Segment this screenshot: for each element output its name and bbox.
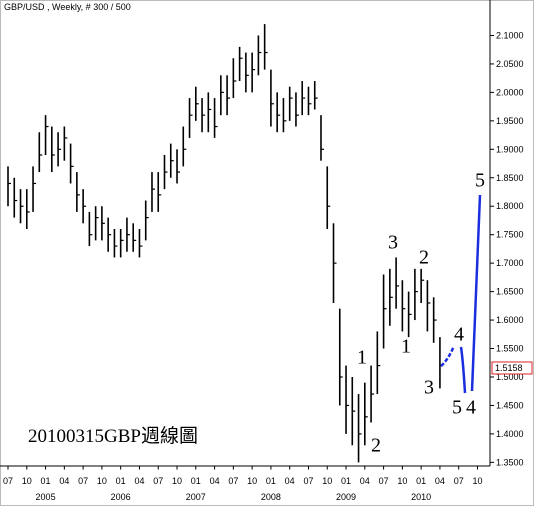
y-tick-label: 1.3500 [496, 457, 524, 467]
wave-label: 1 [357, 347, 367, 369]
projection-up [470, 194, 482, 392]
x-tick-label: 01 [116, 476, 126, 486]
x-tick-label: 04 [59, 476, 69, 486]
projection-down [459, 346, 467, 394]
y-tick-label: 1.7000 [496, 258, 524, 268]
y-tick-label: 1.8000 [496, 201, 524, 211]
projection-dotted [440, 345, 456, 367]
y-tick-label: 1.8500 [496, 173, 524, 183]
x-tick-label: 10 [397, 476, 407, 486]
wave-label: 5 [452, 397, 462, 419]
y-tick-label: 1.4000 [496, 429, 524, 439]
x-tick-label: 04 [360, 476, 370, 486]
x-tick-label: 07 [228, 476, 238, 486]
year-label: 2006 [111, 492, 131, 502]
x-tick-label: 04 [134, 476, 144, 486]
chart-title: GBP/USD , Weekly, # 300 / 500 [4, 2, 131, 12]
x-tick-label: 07 [153, 476, 163, 486]
x-tick-label: 07 [303, 476, 313, 486]
y-tick-label: 1.4500 [496, 400, 524, 410]
x-tick-label: 07 [78, 476, 88, 486]
year-label: 2010 [411, 492, 431, 502]
x-tick-label: 07 [379, 476, 389, 486]
y-tick-label: 1.7500 [496, 230, 524, 240]
y-tick-label: 1.5000 [496, 372, 524, 382]
bars [7, 24, 443, 463]
wave-label: 3 [388, 232, 398, 254]
x-tick-label: 10 [322, 476, 332, 486]
x-tick-label: 10 [22, 476, 32, 486]
x-tick-label: 10 [97, 476, 107, 486]
wave-label: 1 [401, 336, 411, 358]
last-price-label: 1.5158 [495, 363, 523, 373]
y-tick-label: 2.0500 [496, 59, 524, 69]
x-tick-label: 01 [41, 476, 51, 486]
wave-label: 2 [371, 435, 381, 457]
x-tick-label: 07 [3, 476, 13, 486]
x-tick-label: 10 [472, 476, 482, 486]
y-tick-label: 1.6500 [496, 287, 524, 297]
y-tick-label: 2.0000 [496, 87, 524, 97]
last-price-box [491, 361, 533, 375]
projection [440, 194, 482, 394]
x-tick-label: 04 [285, 476, 295, 486]
y-tick-label: 1.5500 [496, 344, 524, 354]
y-tick-label: 2.1000 [496, 30, 524, 40]
wave-label: 5 [475, 170, 485, 192]
x-tick-label: 04 [435, 476, 445, 486]
caption: 20100315GBP週線圖 [28, 425, 198, 447]
x-tick-label: 07 [454, 476, 464, 486]
wave-label: 2 [419, 247, 429, 269]
x-tick-label: 10 [247, 476, 257, 486]
y-tick-label: 1.6000 [496, 315, 524, 325]
year-label: 2005 [36, 492, 56, 502]
y-tick-label: 1.9500 [496, 116, 524, 126]
wave-label: 4 [466, 397, 476, 419]
wave-label: 3 [424, 377, 434, 399]
y-tick-label: 1.9000 [496, 144, 524, 154]
wave-label: 4 [454, 324, 464, 346]
x-tick-label: 01 [191, 476, 201, 486]
x-tick-label: 04 [210, 476, 220, 486]
year-label: 2009 [336, 492, 356, 502]
x-tick-label: 01 [266, 476, 276, 486]
x-tick-label: 01 [416, 476, 426, 486]
x-tick-label: 01 [341, 476, 351, 486]
x-tick-label: 10 [172, 476, 182, 486]
year-label: 2008 [261, 492, 281, 502]
year-label: 2007 [186, 492, 206, 502]
